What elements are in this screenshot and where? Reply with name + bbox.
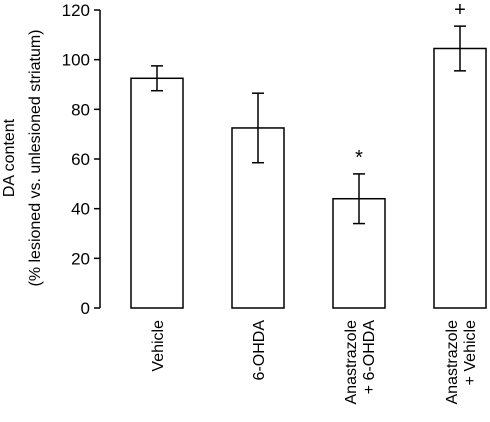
significance-marker: *	[355, 147, 363, 169]
category-label: + Vehicle	[462, 320, 479, 385]
y-tick-label: 40	[71, 200, 90, 219]
y-axis-title-line-1: DA content	[1, 118, 18, 197]
y-tick-label: 80	[71, 100, 90, 119]
category-label: Anastrazole	[444, 320, 461, 405]
category-label: 6-OHDA	[251, 320, 268, 381]
y-axis: 0 20 40 60 80 100 120	[62, 1, 101, 318]
category-label: + 6-OHDA	[361, 320, 378, 395]
bar	[130, 77, 184, 309]
category-label: Anastrazole	[343, 320, 360, 405]
y-tick-label: 120	[62, 1, 90, 20]
bars: *+	[130, 0, 487, 309]
y-tick-label: 0	[81, 299, 90, 318]
y-axis-title-line-2: (% lesioned vs. unlesioned striatum)	[27, 29, 44, 286]
y-tick-label: 20	[71, 249, 90, 268]
y-tick-label: 100	[62, 51, 90, 70]
bar	[433, 47, 487, 309]
category-labels: Vehicle 6-OHDA Anastrazole + 6-OHDA Anastraz…	[150, 320, 479, 405]
category-label: Vehicle	[150, 320, 167, 372]
significance-marker: +	[454, 0, 466, 21]
y-tick-label: 60	[71, 150, 90, 169]
